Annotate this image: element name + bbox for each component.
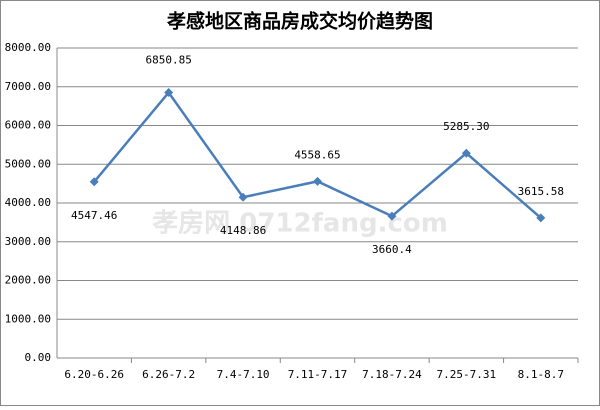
data-label: 4558.65 [294, 148, 340, 161]
marker [536, 213, 546, 223]
marker [387, 211, 397, 221]
marker [89, 177, 99, 187]
watermark: 孝房网 0712fang.com [152, 208, 448, 239]
x-tick-label: 7.4-7.10 [217, 368, 270, 381]
data-label: 3615.58 [518, 185, 564, 198]
y-tick-label: 0.00 [25, 351, 52, 364]
data-label: 3660.4 [372, 243, 412, 256]
y-tick-label: 7000.00 [5, 80, 51, 93]
marker [313, 176, 322, 186]
y-tick-label: 8000.00 [5, 41, 51, 54]
y-tick-label: 6000.00 [5, 119, 51, 132]
marker [164, 88, 174, 98]
data-label: 5285.30 [443, 120, 489, 133]
marker [461, 148, 471, 158]
x-tick-label: 6.26-7.2 [142, 368, 195, 381]
x-tick-label: 7.25-7.31 [437, 368, 497, 381]
data-label: 6850.85 [145, 54, 191, 67]
data-label: 4547.46 [71, 209, 117, 222]
y-tick-label: 3000.00 [5, 235, 51, 248]
x-tick-label: 8.1-8.7 [518, 368, 564, 381]
x-tick-label: 7.11-7.17 [288, 368, 348, 381]
chart-title: 孝感地区商品房成交均价趋势图 [167, 10, 433, 33]
x-tick-label: 6.20-6.26 [64, 368, 124, 381]
x-tick-label: 7.18-7.24 [362, 368, 422, 381]
y-tick-label: 5000.00 [5, 157, 51, 170]
y-tick-label: 4000.00 [5, 196, 51, 209]
y-tick-label: 1000.00 [5, 312, 51, 325]
y-tick-label: 2000.00 [5, 274, 51, 287]
marker [238, 192, 248, 202]
data-label: 4148.86 [220, 224, 266, 237]
